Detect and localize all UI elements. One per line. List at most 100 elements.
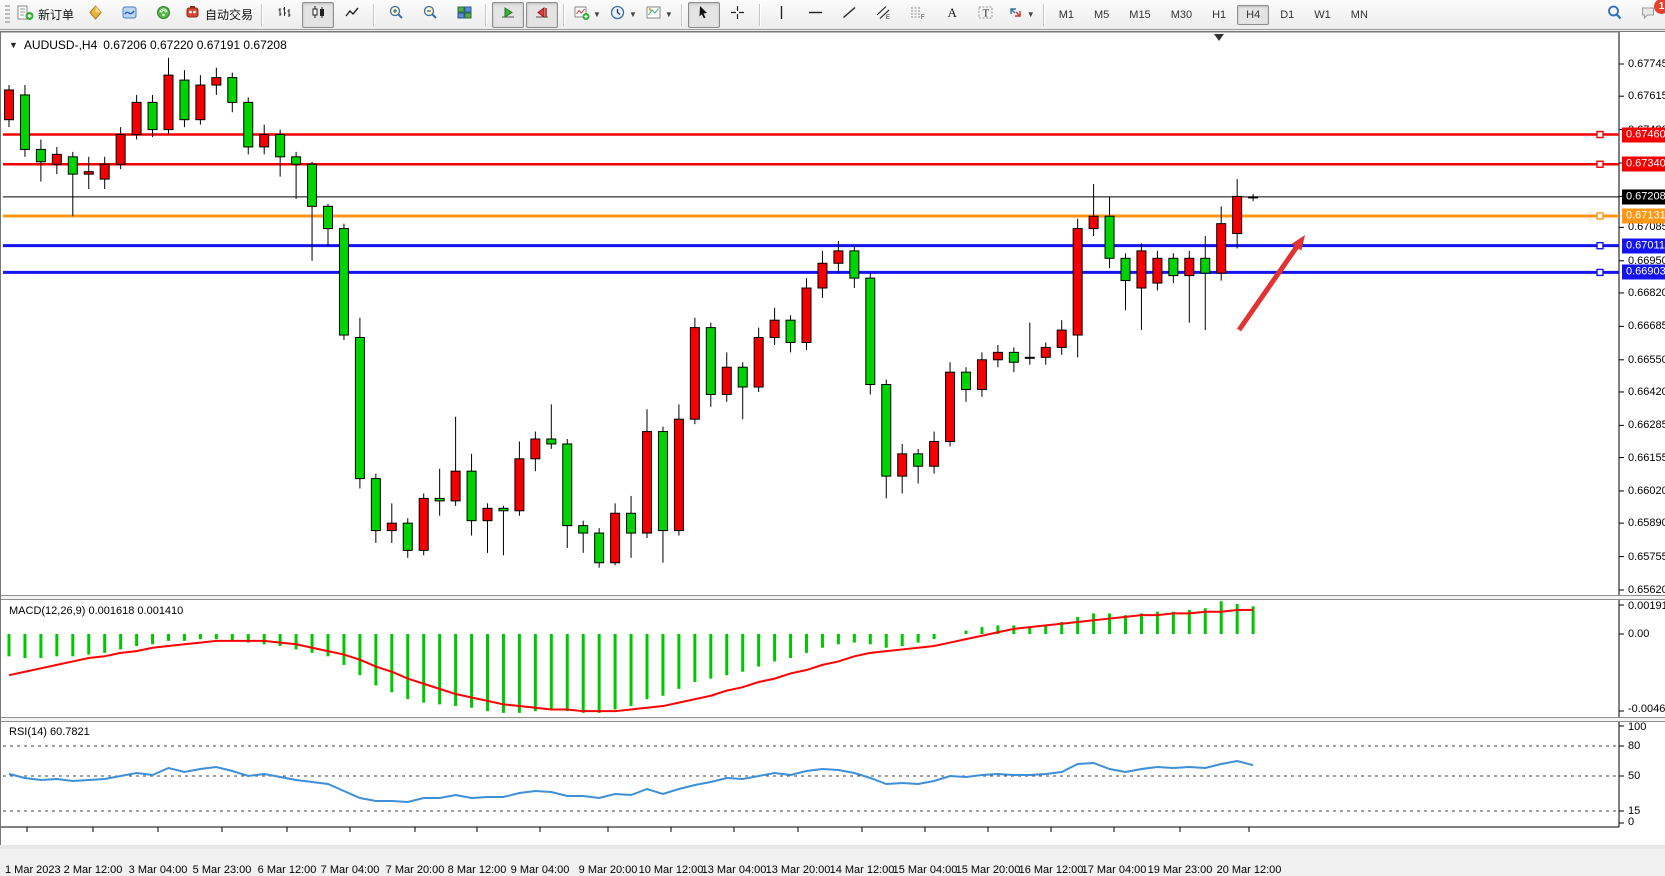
timeframe-mn-button[interactable]: MN [1350,8,1368,21]
candle [546,438,557,445]
price-axis-tick: 0.66685 [1628,320,1665,333]
new-order-button[interactable]: 新订单 [14,2,77,28]
svg-text:F: F [921,15,925,21]
candlestick-chart-button[interactable] [302,1,335,28]
candle [307,163,318,207]
search-icon [1606,4,1623,26]
ohlc-values: 0.67206 0.67220 0.67191 0.67208 [103,38,287,52]
candle [642,431,652,534]
annotation-arrow[interactable] [1236,241,1302,332]
candle [562,443,573,527]
line-handle[interactable] [1596,160,1604,168]
text-button[interactable]: A [936,2,968,28]
tile-windows-button[interactable] [448,2,480,28]
timeframe-d1-button[interactable]: D1 [1280,8,1295,21]
candle [211,77,222,86]
chart-title: ▼ AUDUSD-,H4 0.67206 0.67220 0.67191 0.6… [9,38,287,52]
zoom-out-button[interactable] [414,2,446,28]
notifications-icon [1640,4,1657,26]
line-handle[interactable] [1596,212,1604,220]
periods-icon [609,4,626,26]
vertical-line-button[interactable] [766,2,798,28]
date-axis-label: 13 Mar 20:00 [765,864,831,876]
chevron-down-icon: ▼ [593,10,601,19]
line-handle[interactable] [1596,130,1604,139]
candle [1200,257,1211,274]
timeframe-m1-button[interactable]: M1 [1058,8,1074,21]
timeframe-w1-button[interactable]: W1 [1314,8,1331,21]
arrows-button[interactable]: ▼ [1004,2,1038,28]
timeframe-h4-button[interactable]: H4 [1237,4,1270,25]
date-axis-label: 16 Mar 12:00 [1018,864,1084,876]
new-order-icon [17,4,34,26]
text-label-button[interactable]: T [970,2,1002,28]
date-axis-label: 6 Mar 12:00 [257,864,317,876]
zoom-in-button[interactable] [380,2,412,28]
collapse-chart-icon[interactable]: ▼ [9,40,18,50]
notifications-button[interactable]: 1 [1632,0,1665,28]
candle [418,497,429,551]
candle [737,366,748,388]
annotation-arrow-head[interactable] [1291,235,1305,251]
candle [1008,351,1019,363]
search-button[interactable] [1598,2,1630,28]
profile-icon[interactable] [79,2,111,28]
timeframe-h1-button[interactable]: H1 [1212,8,1227,21]
candle [594,532,605,564]
candle [578,525,589,534]
panel-splitter-macd[interactable] [1,595,1665,600]
autotrading-button[interactable]: 自动交易 [181,2,256,28]
candle [753,337,764,388]
vertical-line-icon [773,4,790,26]
horizontal-line-button[interactable] [800,2,832,28]
price-axis-tick: 0.66420 [1628,385,1665,398]
indicators-button[interactable]: ▼ [570,2,604,28]
bar-chart-icon [276,4,293,26]
chart-window[interactable]: ▼ AUDUSD-,H4 0.67206 0.67220 0.67191 0.6… [0,31,1665,876]
timeframe-m30-button[interactable]: M30 [1170,8,1193,21]
price-axis-tick: 0.67615 [1628,90,1665,103]
charts-window-icon-icon [121,4,138,26]
candle [1136,250,1147,289]
timeframe-m15-button[interactable]: M15 [1129,8,1151,21]
line-handle[interactable] [1596,268,1604,277]
crosshair-button[interactable] [722,2,754,28]
toolbar-grip[interactable] [5,4,10,25]
candle [35,148,46,163]
templates-button[interactable]: ▼ [642,2,676,28]
auto-scroll-icon [500,4,517,26]
trendline-button[interactable] [834,2,866,28]
candle [849,250,860,279]
toolbar-separator [485,3,488,26]
date-axis-label: 20 Mar 12:00 [1216,864,1282,876]
candle [961,371,971,390]
chart-shift-button[interactable] [526,1,559,28]
line-chart-button[interactable] [336,2,368,28]
candle [689,327,700,420]
crosshair-icon [729,4,746,26]
candle [115,134,126,165]
periods-button[interactable]: ▼ [606,2,640,28]
chart-canvas[interactable] [1,32,1665,850]
date-axis-label: 10 Mar 12:00 [638,864,704,876]
candle [179,79,190,121]
charts-window-icon[interactable] [113,2,145,28]
date-axis-label: 5 Mar 23:00 [192,864,252,876]
panel-splitter-rsi[interactable] [1,717,1665,722]
equidistant-channel-button[interactable]: E [868,2,900,28]
cursor-button[interactable] [687,1,720,28]
signals-icon[interactable] [147,2,179,28]
candle [913,453,924,467]
candle [243,101,254,148]
date-axis-label: 2 Mar 12:00 [63,864,123,876]
candle [1056,329,1067,348]
macd-axis-tick: 0.001914 [1628,600,1665,612]
candle [131,101,142,136]
candle [83,171,94,175]
auto-scroll-button[interactable] [492,1,525,28]
toolbar-separator [563,3,566,26]
line-handle[interactable] [1596,241,1604,250]
timeframe-m5-button[interactable]: M5 [1094,8,1110,21]
bar-chart-button[interactable] [268,2,300,28]
fibonacci-button[interactable]: F [902,2,934,28]
